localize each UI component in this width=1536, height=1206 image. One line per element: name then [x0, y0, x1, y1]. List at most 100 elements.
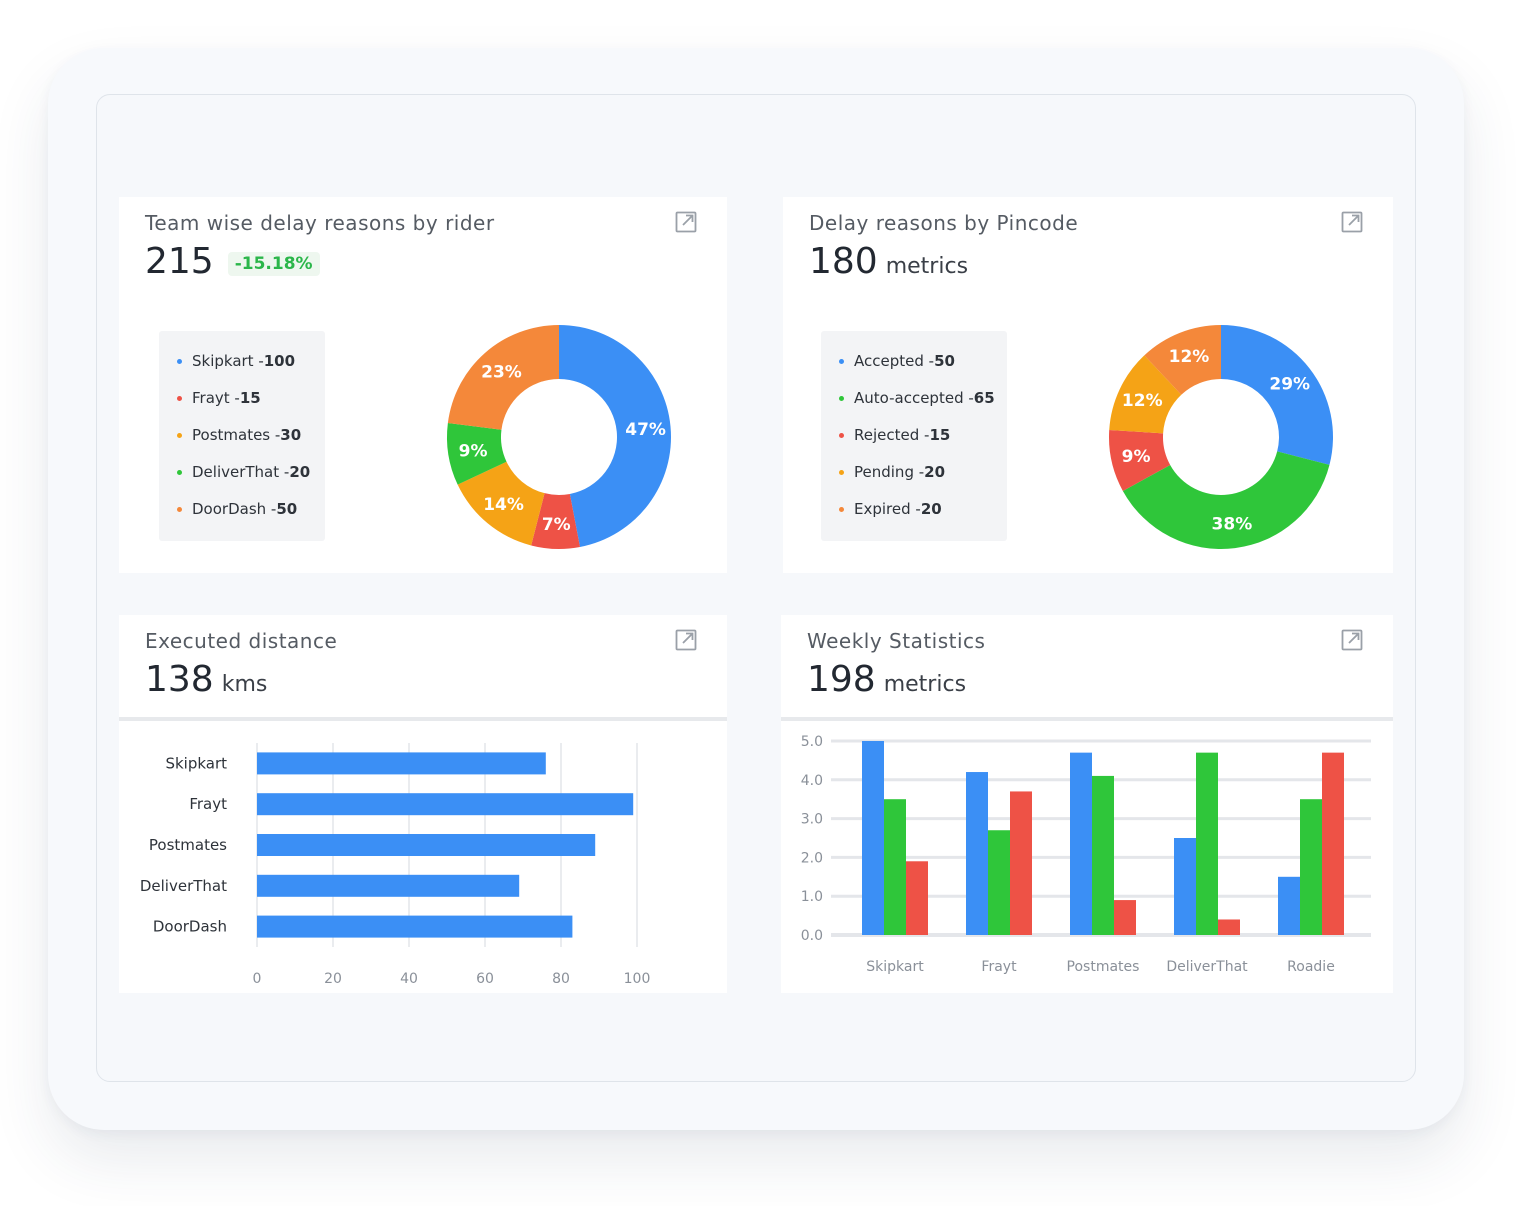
slice-label: 23%: [481, 363, 522, 383]
bar: [1278, 876, 1300, 935]
x-tick-label: DeliverThat: [1166, 959, 1248, 975]
legend-dot: [839, 432, 844, 438]
x-tick-label: 80: [552, 971, 570, 985]
card-title: Team wise delay reasons by rider: [145, 211, 495, 235]
executed-distance-bar-chart: 0 20 40 60 80 100 Skipkart Frayt Postmates Delive…: [140, 743, 651, 985]
bar: [906, 861, 928, 935]
slice-label: 47%: [625, 420, 666, 440]
x-tick-label: Frayt: [981, 959, 1017, 975]
metric-delta-badge: -15.18%: [227, 252, 320, 276]
legend-item: Expired - 20: [839, 500, 942, 518]
x-tick-label: 40: [400, 971, 418, 985]
y-tick-label: 5.0: [801, 734, 823, 750]
card-metric: 198 metrics: [807, 659, 966, 700]
pincode-delay-card: Delay reasons by Pincode 180 metrics Acc…: [783, 197, 1393, 573]
x-tick-label: 100: [624, 971, 651, 985]
donut-slice: [1109, 355, 1182, 434]
slice-label: 7%: [542, 515, 571, 535]
slice-label: 12%: [1122, 391, 1163, 411]
metric-value: 215: [145, 241, 214, 282]
donut-slice: [447, 325, 559, 430]
donut-slice: [457, 461, 545, 546]
bar: [257, 752, 546, 775]
slice-label: 9%: [459, 442, 488, 462]
x-tick-label: 0: [253, 971, 262, 985]
bar: [1010, 791, 1032, 935]
bar: [1114, 900, 1136, 935]
legend-item: Pending - 20: [839, 463, 945, 481]
legend-item: Rejected - 15: [839, 426, 950, 444]
weekly-stats-card: Weekly Statistics 198 metrics 0.0 1.0 2.0 3…: [781, 615, 1393, 993]
legend-dot: [177, 395, 182, 401]
bar: [1196, 752, 1218, 935]
external-link-icon[interactable]: [675, 211, 697, 233]
bar: [1092, 775, 1114, 935]
donut-slice: [447, 422, 507, 485]
slice-label: 38%: [1212, 514, 1253, 534]
team-delay-card: Team wise delay reasons by rider 215 -15…: [119, 197, 727, 573]
external-link-icon[interactable]: [675, 629, 697, 651]
category-label: Frayt: [189, 795, 227, 813]
pincode-delay-donut-chart: 29% 38% 9% 12% 12%: [1109, 325, 1333, 549]
legend-dot: [177, 506, 182, 512]
legend: Accepted - 50 Auto-accepted - 65 Rejecte…: [821, 331, 1007, 541]
category-label: DeliverThat: [140, 877, 227, 895]
donut-slice: [1221, 325, 1333, 465]
donut-slice: [1144, 325, 1221, 395]
bar: [257, 793, 634, 816]
x-tick-label: 60: [476, 971, 494, 985]
bar: [1218, 919, 1240, 935]
legend-dot: [177, 358, 182, 364]
x-tick-label: Roadie: [1287, 959, 1335, 975]
card-metric: 138 kms: [145, 659, 267, 700]
metric-unit: kms: [221, 672, 268, 697]
donut-slice: [531, 493, 580, 549]
slice-label: 9%: [1122, 447, 1151, 467]
dashboard-screen: Team wise delay reasons by rider 215 -15…: [96, 94, 1416, 1082]
bar: [884, 799, 906, 935]
external-link-icon[interactable]: [1341, 211, 1363, 233]
bar: [862, 741, 884, 935]
y-tick-label: 0.0: [801, 928, 823, 944]
slice-label: 14%: [483, 495, 524, 515]
legend-dot: [839, 506, 844, 512]
bar: [1070, 752, 1092, 935]
y-tick-label: 3.0: [801, 812, 823, 828]
metric-value: 180: [809, 241, 878, 282]
legend-item: DoorDash - 50: [177, 500, 297, 518]
donut-slice: [1122, 451, 1330, 549]
team-delay-donut-chart: 47% 7% 14% 9% 23%: [447, 325, 672, 549]
card-title: Executed distance: [145, 629, 338, 653]
donut-slice: [1109, 429, 1171, 491]
y-tick-label: 1.0: [801, 889, 823, 905]
y-tick-label: 4.0: [801, 773, 823, 789]
bar: [1174, 838, 1196, 935]
weekly-stats-bar-chart: 0.0 1.0 2.0 3.0 4.0 5.0 Skipkart Frayt Postmates…: [801, 734, 1371, 975]
y-tick-label: 2.0: [801, 850, 823, 866]
card-title: Delay reasons by Pincode: [809, 211, 1079, 235]
external-link-icon[interactable]: [1341, 629, 1363, 651]
legend-item: Frayt - 15: [177, 389, 261, 407]
legend-dot: [839, 395, 844, 401]
legend-item: DeliverThat - 20: [177, 463, 310, 481]
card-divider: [781, 717, 1393, 721]
executed-distance-card: Executed distance 138 kms 0 20 40 60 80 100 Sk…: [119, 615, 727, 993]
metric-value: 198: [807, 659, 876, 700]
category-label: Postmates: [149, 836, 227, 854]
bar: [1322, 752, 1344, 935]
bar: [988, 830, 1010, 935]
slice-label: 29%: [1269, 375, 1310, 395]
legend-item: Accepted - 50: [839, 352, 955, 370]
slice-label: 12%: [1169, 347, 1210, 367]
bar: [257, 874, 520, 897]
card-metric: 180 metrics: [809, 241, 968, 282]
bar: [966, 772, 988, 935]
category-label: Skipkart: [165, 754, 227, 772]
metric-unit: metrics: [885, 254, 969, 279]
metric-value: 138: [145, 659, 214, 700]
bar: [257, 915, 573, 938]
legend-item: Skipkart - 100: [177, 352, 295, 370]
legend-dot: [839, 469, 844, 475]
legend: Skipkart - 100 Frayt - 15 Postmates - 30…: [159, 331, 325, 541]
legend-item: Auto-accepted - 65: [839, 389, 995, 407]
